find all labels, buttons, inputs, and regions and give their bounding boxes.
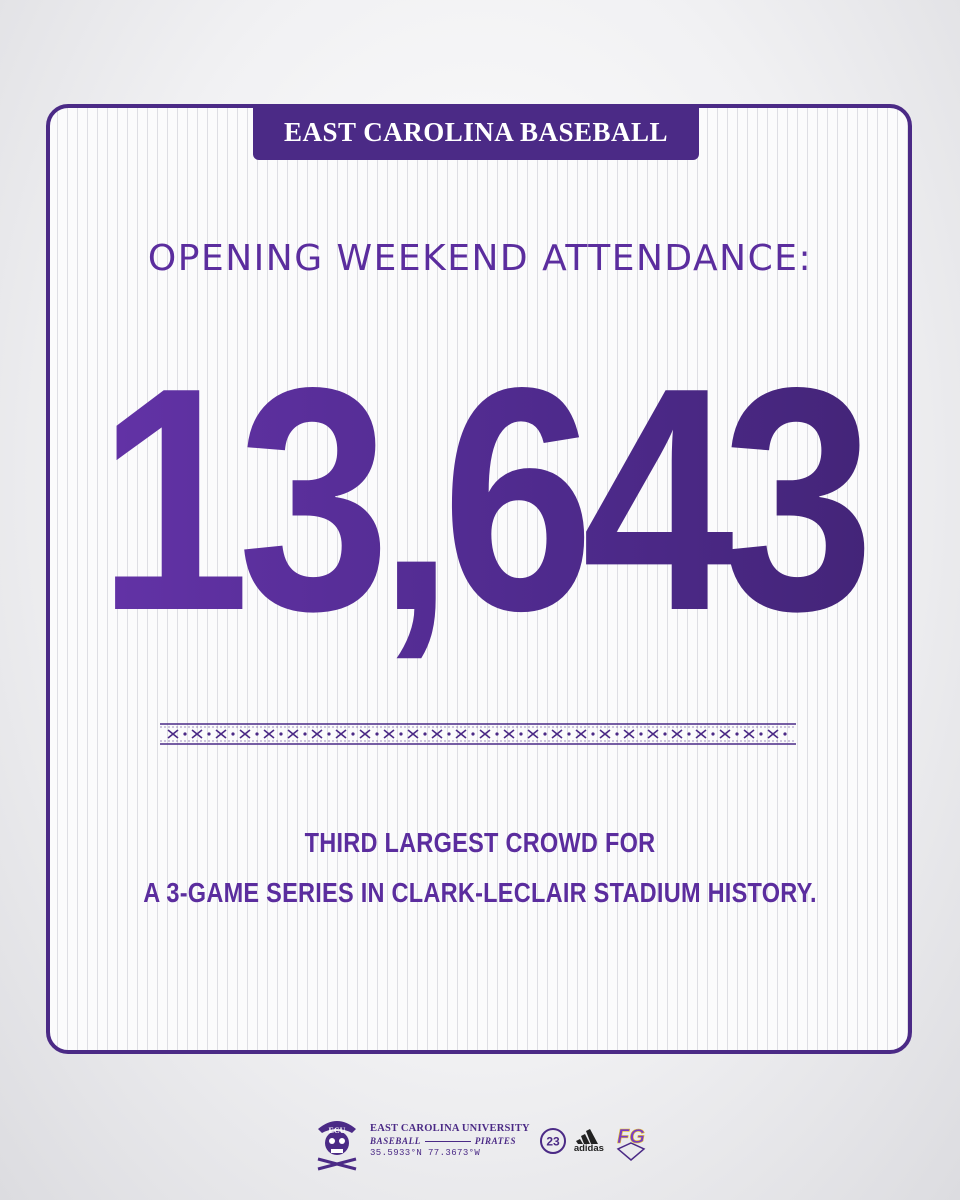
headline: OPENING WEEKEND ATTENDANCE: <box>147 238 813 279</box>
ecu-wordmark: EAST CAROLINA UNIVERSITY BASEBALL PIRATE… <box>370 1123 530 1159</box>
partner-logo-letters: FG <box>617 1126 645 1148</box>
sport-team-line: BASEBALL PIRATES <box>370 1135 530 1147</box>
sport-name: BASEBALL <box>370 1136 421 1146</box>
university-name: EAST CAROLINA UNIVERSITY <box>370 1123 530 1134</box>
crossed-swords-divider <box>160 723 796 745</box>
subtext-line-1: THIRD LARGEST CROWD FOR <box>304 827 656 858</box>
subtext: THIRD LARGEST CROWD FOR A 3-GAME SERIES … <box>0 818 960 918</box>
attendance-number: 13,643 <box>67 330 893 670</box>
sponsor-name: adidas <box>573 1143 604 1154</box>
number-23-circle-icon: 23 <box>539 1128 566 1154</box>
badge-number: 23 <box>546 1135 560 1149</box>
attendance-card <box>46 104 912 1054</box>
fg-shield-logo-icon: FG <box>616 1126 646 1161</box>
banner: EAST CAROLINA BASEBALL <box>253 104 699 160</box>
subtext-line-2: A 3-GAME SERIES IN CLARK-LECLAIR STADIUM… <box>143 877 817 908</box>
mascot-letters: ECU <box>329 1126 346 1135</box>
team-name: PIRATES <box>474 1136 517 1146</box>
pirate-skull-icon: ECU <box>317 1121 357 1171</box>
adidas-logo: adidas <box>574 1128 604 1154</box>
footer-logos: ECU EAST CAROLINA UNIVERSITY BASEBALL PI… <box>314 1110 654 1172</box>
banner-title: EAST CAROLINA BASEBALL <box>283 116 669 147</box>
wordmark-rule <box>424 1140 471 1142</box>
adidas-stripes-icon <box>575 1129 598 1144</box>
coordinates: 35.5933°N 77.3673°W <box>370 1148 481 1158</box>
